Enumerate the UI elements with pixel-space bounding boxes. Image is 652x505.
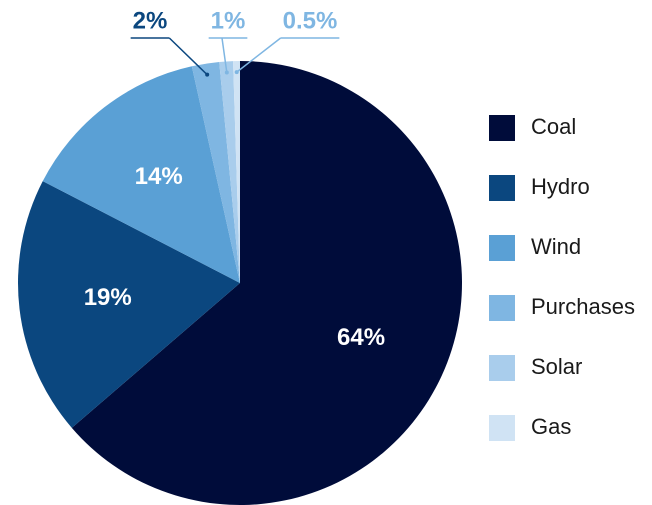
pie-slice	[219, 61, 240, 283]
leader-dot	[205, 72, 210, 77]
slice-label: 64%	[337, 324, 385, 351]
legend-label: Hydro	[531, 174, 590, 199]
leader-dot	[224, 70, 229, 75]
legend-label: Solar	[531, 354, 582, 379]
pie-slice	[42, 66, 240, 283]
slice-label: 0.5%	[283, 7, 338, 34]
legend-swatch	[489, 295, 515, 321]
slice-label: 2%	[133, 7, 168, 34]
legend-swatch	[489, 355, 515, 381]
legend-swatch	[489, 235, 515, 261]
leader-line	[221, 37, 228, 73]
slice-label: 1%	[211, 7, 246, 34]
pie-slice	[71, 61, 463, 505]
legend-swatch	[489, 415, 515, 441]
pie-slice	[18, 181, 241, 428]
legend-label: Purchases	[531, 294, 635, 319]
leader-line	[236, 37, 282, 73]
pie-slice	[233, 61, 240, 283]
pie-slice	[191, 61, 240, 284]
slice-label: 14%	[135, 163, 183, 190]
slice-label: 19%	[84, 284, 132, 311]
leader-dot	[234, 70, 239, 75]
leader-line	[168, 37, 208, 76]
legend-label: Gas	[531, 414, 571, 439]
legend-label: Wind	[531, 234, 581, 259]
legend-swatch	[489, 175, 515, 201]
legend-label: Coal	[531, 114, 576, 139]
legend-swatch	[489, 115, 515, 141]
